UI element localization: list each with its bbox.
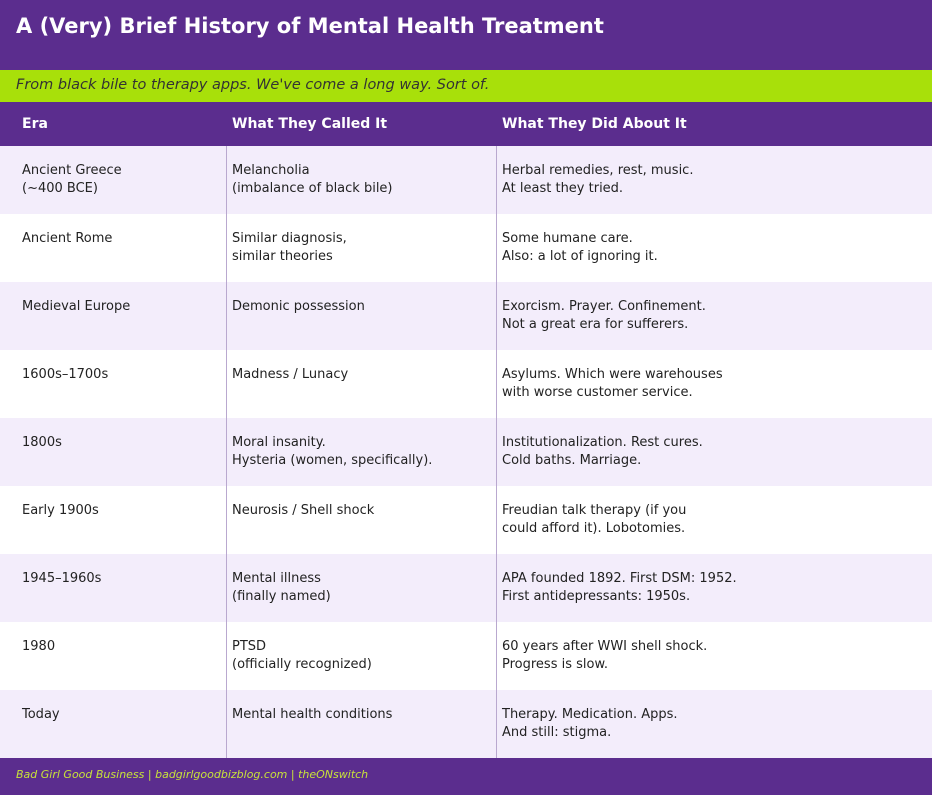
table-cell: APA founded 1892. First DSM: 1952. First …: [502, 570, 737, 606]
table-cell: PTSD (officially recognized): [232, 638, 372, 674]
cell-line: Progress is slow.: [502, 657, 609, 672]
table-cell: Therapy. Medication. Apps. And still: sti…: [502, 706, 678, 742]
subtitle-bar: From black bile to therapy apps. We've c…: [0, 70, 932, 102]
cell-line: Madness / Lunacy: [232, 367, 349, 382]
footer-bar: Bad Girl Good Business | badgirlgoodbizb…: [0, 758, 932, 795]
cell-line: Early 1900s: [22, 503, 99, 518]
table-cell: Medieval Europe: [22, 298, 130, 316]
table-cell: Institutionalization. Rest cures. Cold ba…: [502, 434, 703, 470]
table-cell: Ancient Rome: [22, 230, 112, 248]
table-row: 1945–1960s Mental illness (finally named) A…: [0, 554, 932, 622]
cell-line: Not a great era for sufferers.: [502, 317, 689, 332]
column-header: What They Did About It: [502, 116, 687, 132]
table-cell: Melancholia (imbalance of black bile): [232, 162, 393, 198]
table-row: 1980 PTSD (officially recognized) 60 years …: [0, 622, 932, 690]
cell-line: Asylums. Which were warehouses: [502, 367, 723, 382]
cell-line: (finally named): [232, 589, 331, 604]
cell-line: PTSD: [232, 639, 267, 654]
cell-line: 1980: [22, 639, 56, 654]
cell-line: Melancholia: [232, 163, 310, 178]
table-cell: Asylums. Which were warehouses with worse…: [502, 366, 723, 402]
table-cell: Similar diagnosis, similar theories: [232, 230, 347, 266]
cell-line: Therapy. Medication. Apps.: [502, 707, 678, 722]
cell-line: Ancient Greece: [22, 163, 122, 178]
cell-line: Hysteria (women, specifically).: [232, 453, 433, 468]
cell-line: 1600s–1700s: [22, 367, 109, 382]
cell-line: At least they tried.: [502, 181, 624, 196]
cell-line: Some humane care.: [502, 231, 633, 246]
table-cell: Moral insanity. Hysteria (women, specific…: [232, 434, 432, 470]
cell-line: Cold baths. Marriage.: [502, 453, 642, 468]
table-cell: Ancient Greece (~400 BCE): [22, 162, 122, 198]
cell-line: Exorcism. Prayer. Confinement.: [502, 299, 706, 314]
table-cell: Exorcism. Prayer. Confinement. Not a grea…: [502, 298, 706, 334]
column-header: Era: [22, 116, 48, 132]
cell-line: with worse customer service.: [502, 385, 693, 400]
cell-line: Mental health conditions: [232, 707, 393, 722]
table-cell: Today: [22, 706, 60, 724]
footer: Bad Girl Good Business | badgirlgoodbizb…: [16, 768, 369, 781]
table-cell: Freudian talk therapy (if you could affor…: [502, 502, 686, 538]
cell-line: Medieval Europe: [22, 299, 131, 314]
table-cell: 1800s: [22, 434, 62, 452]
cell-line: (officially recognized): [232, 657, 372, 672]
cell-line: Moral insanity.: [232, 435, 326, 450]
table-cell: Mental health conditions: [232, 706, 392, 724]
column-divider: [496, 146, 497, 758]
cell-line: 1800s: [22, 435, 62, 450]
table-row: Medieval Europe Demonic possession Exorcis…: [0, 282, 932, 350]
table-row: Ancient Greece (~400 BCE) Melancholia (imba…: [0, 146, 932, 214]
table-cell: 1600s–1700s: [22, 366, 108, 384]
column-divider: [226, 146, 227, 758]
cell-line: Herbal remedies, rest, music.: [502, 163, 694, 178]
table-row: Early 1900s Neurosis / Shell shock Freudia…: [0, 486, 932, 554]
cell-line: Neurosis / Shell shock: [232, 503, 375, 518]
table-cell: Mental illness (finally named): [232, 570, 331, 606]
cell-line: Demonic possession: [232, 299, 365, 314]
cell-line: Ancient Rome: [22, 231, 113, 246]
cell-line: Also: a lot of ignoring it.: [502, 249, 658, 264]
cell-line: Mental illness: [232, 571, 321, 586]
table-header: Era What They Called It What They Did Abou…: [0, 102, 932, 146]
title-bar: A (Very) Brief History of Mental Health …: [0, 0, 932, 70]
cell-line: similar theories: [232, 249, 333, 264]
table-cell: 1980: [22, 638, 55, 656]
cell-line: APA founded 1892. First DSM: 1952.: [502, 571, 737, 586]
cell-line: (~400 BCE): [22, 181, 98, 196]
column-header: What They Called It: [232, 116, 388, 132]
subtitle: From black bile to therapy apps. We've c…: [16, 77, 490, 93]
table-cell: Madness / Lunacy: [232, 366, 348, 384]
table-cell: Herbal remedies, rest, music. At least th…: [502, 162, 693, 198]
table-cell: 60 years after WWI shell shock. Progress …: [502, 638, 707, 674]
table-row: Today Mental health conditions Therapy. Me…: [0, 690, 932, 758]
cell-line: Today: [22, 707, 60, 722]
cell-line: could afford it). Lobotomies.: [502, 521, 686, 536]
table-cell: Early 1900s: [22, 502, 99, 520]
table-cell: Some humane care. Also: a lot of ignoring…: [502, 230, 658, 266]
cell-line: (imbalance of black bile): [232, 181, 393, 196]
cell-line: And still: stigma.: [502, 725, 612, 740]
cell-line: Institutionalization. Rest cures.: [502, 435, 703, 450]
cell-line: 1945–1960s: [22, 571, 102, 586]
cell-line: Similar diagnosis,: [232, 231, 347, 246]
table-cell: Neurosis / Shell shock: [232, 502, 374, 520]
cell-line: First antidepressants: 1950s.: [502, 589, 691, 604]
title: A (Very) Brief History of Mental Health …: [16, 14, 604, 38]
table-cell: Demonic possession: [232, 298, 365, 316]
cell-line: Freudian talk therapy (if you: [502, 503, 687, 518]
table-row: 1800s Moral insanity. Hysteria (women, spe…: [0, 418, 932, 486]
cell-line: 60 years after WWI shell shock.: [502, 639, 708, 654]
table-row: Ancient Rome Similar diagnosis, similar th…: [0, 214, 932, 282]
table-cell: 1945–1960s: [22, 570, 101, 588]
table-row: 1600s–1700s Madness / Lunacy Asylums. Whic…: [0, 350, 932, 418]
